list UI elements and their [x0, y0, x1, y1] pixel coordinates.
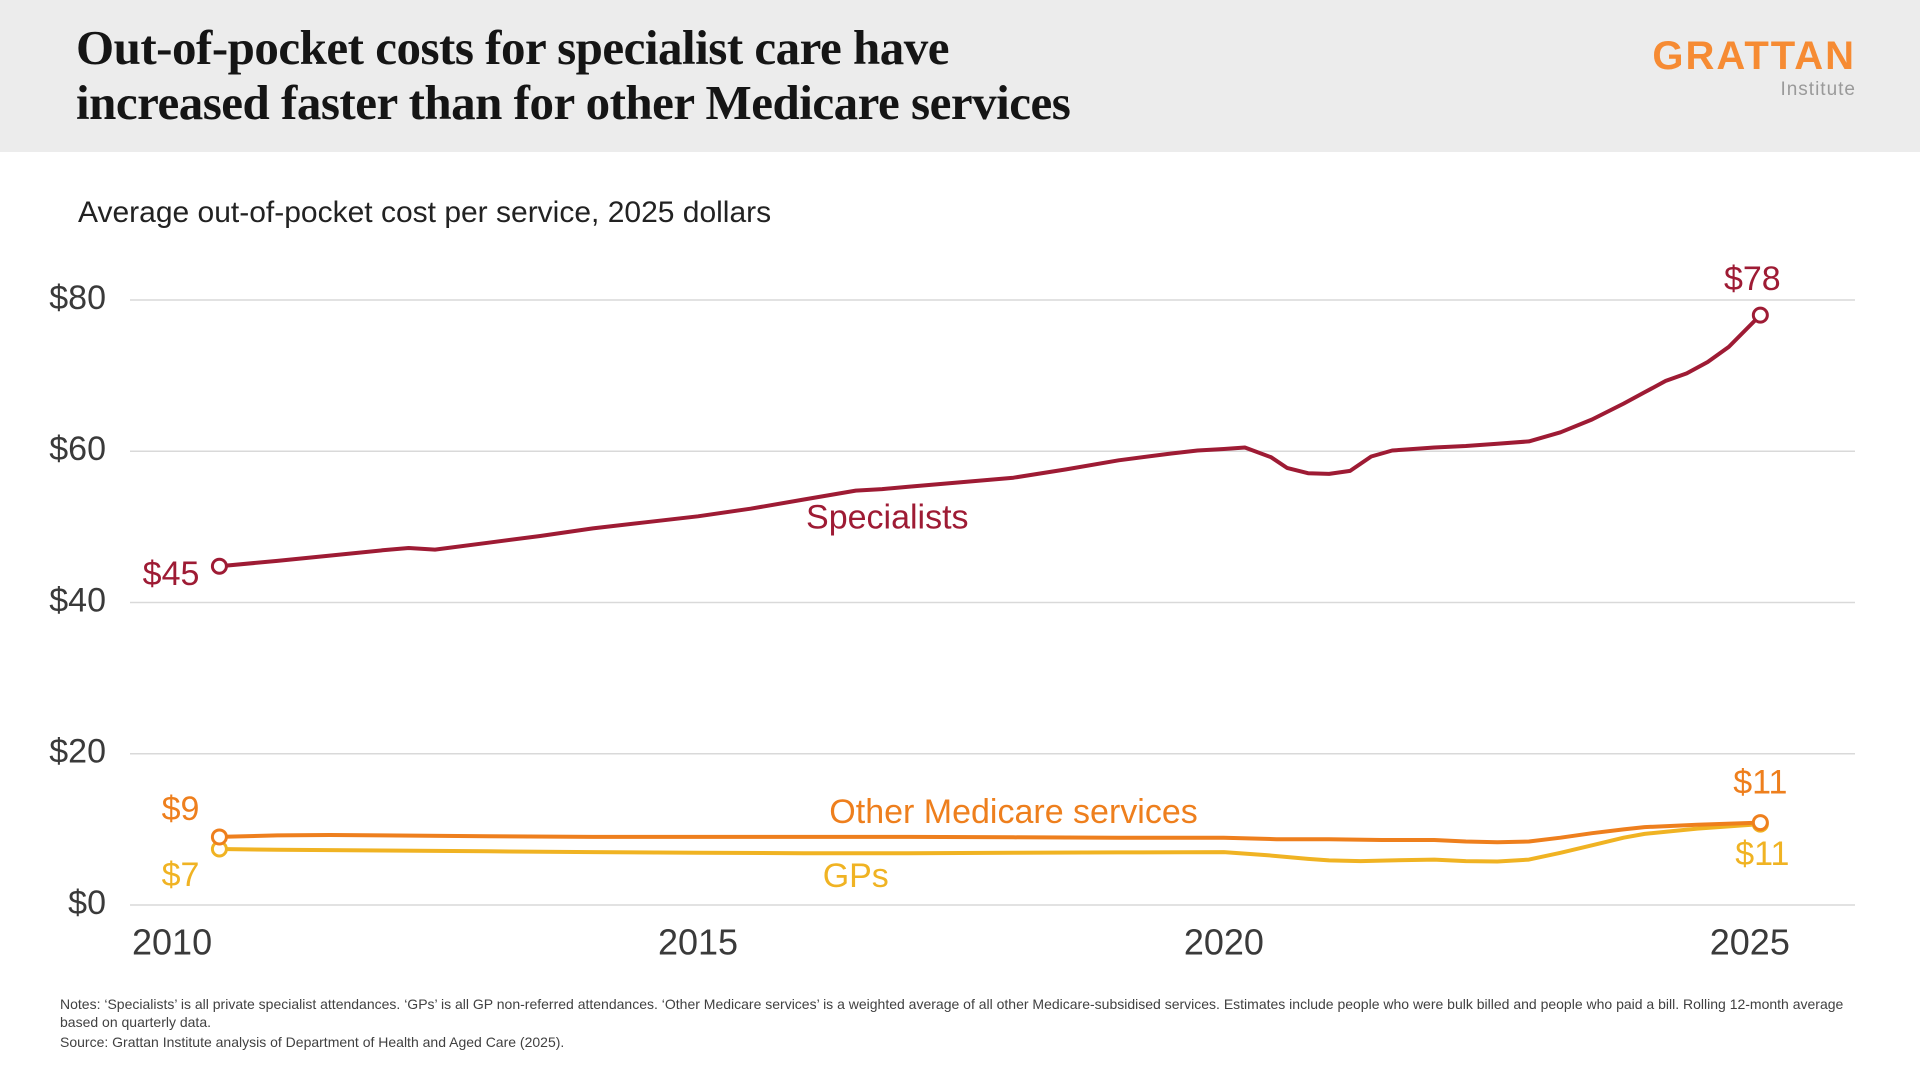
y-tick--0: $0 [68, 884, 106, 922]
marker-end-other-medicare-services [1751, 814, 1769, 832]
x-tick-2015: 2015 [658, 922, 738, 963]
y-tick--60: $60 [49, 430, 106, 468]
headline-line-2: increased faster than for other Medicare… [76, 75, 1071, 131]
marker-start-specialists [210, 557, 228, 575]
page: Out-of-pocket costs for specialist care … [0, 0, 1920, 1050]
point-label-end-other-medicare-services: $11 [1733, 764, 1787, 802]
point-label-start-specialists: $45 [143, 555, 200, 593]
y-tick--20: $20 [49, 733, 106, 771]
x-tick-2025: 2025 [1710, 922, 1790, 963]
chart-headline: Out-of-pocket costs for specialist care … [76, 20, 1071, 131]
grattan-logo-wordmark: GRATTAN [1652, 34, 1856, 78]
point-label-start-gps: $7 [162, 856, 200, 894]
series-label-gps: GPs [823, 857, 889, 895]
marker-end-specialists [1751, 306, 1769, 324]
y-tick--80: $80 [49, 279, 106, 317]
headline-line-1: Out-of-pocket costs for specialist care … [76, 20, 950, 75]
x-tick-2020: 2020 [1184, 922, 1264, 963]
point-label-start-other-medicare-services: $9 [162, 790, 200, 828]
series-label-other-medicare-services: Other Medicare services [829, 793, 1197, 831]
marker-start-other-medicare-services [210, 828, 228, 846]
notes-text: Notes: ‘Specialists’ is all private spec… [60, 996, 1844, 1030]
chart-subtitle: Average out-of-pocket cost per service, … [78, 196, 772, 229]
point-label-end-gps: $11 [1735, 835, 1789, 873]
point-label-end-specialists: $78 [1724, 260, 1781, 298]
series-line-gps [217, 822, 1763, 864]
notes: Notes: ‘Specialists’ is all private spec… [60, 996, 1872, 1055]
grattan-logo: GRATTAN Institute [1652, 20, 1856, 101]
y-tick--40: $40 [49, 581, 106, 619]
series-line-specialists [217, 313, 1763, 569]
series-line-other-medicare-services [217, 820, 1763, 845]
grattan-logo-institute: Institute [1780, 79, 1856, 100]
x-tick-2010: 2010 [132, 922, 212, 963]
source-text: Source: Grattan Institute analysis of De… [60, 1034, 565, 1050]
header-band: Out-of-pocket costs for specialist care … [0, 0, 1920, 152]
series-label-specialists: Specialists [806, 498, 969, 536]
